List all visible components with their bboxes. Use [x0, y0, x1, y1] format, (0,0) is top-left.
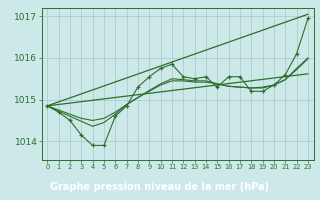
- Text: Graphe pression niveau de la mer (hPa): Graphe pression niveau de la mer (hPa): [51, 182, 269, 192]
